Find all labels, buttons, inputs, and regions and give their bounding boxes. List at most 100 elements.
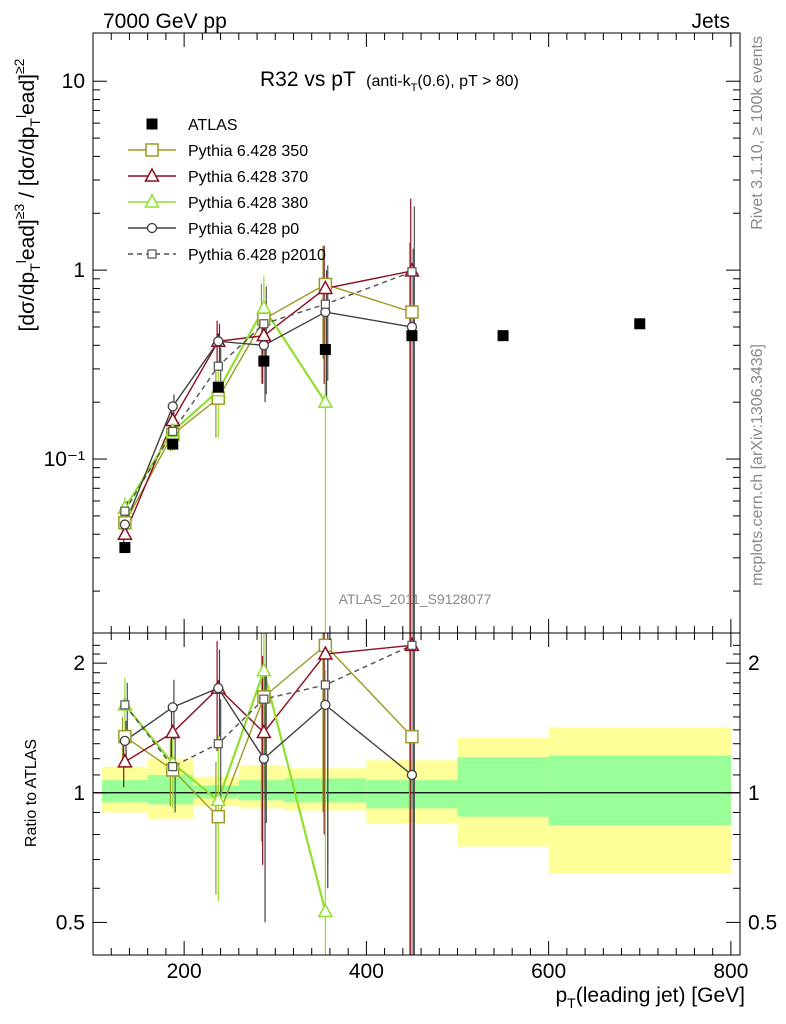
ratio-y-tick-label: 0.5	[56, 911, 85, 934]
point-p370	[317, 279, 334, 295]
header-left: 7000 GeV pp	[103, 10, 227, 33]
plot-title: R32 vs pT (anti-kT(0.6), pT > 80)	[260, 68, 519, 94]
ratio-point-p370	[117, 753, 133, 768]
point-atlas	[319, 344, 331, 356]
ratio-y-tick-label: 1	[73, 782, 85, 805]
point-p350	[405, 305, 419, 319]
ratio-point-p0	[213, 682, 224, 694]
point-atlas	[497, 330, 509, 342]
band-inner	[366, 780, 458, 809]
legend-label: ATLAS	[188, 117, 238, 134]
ratio-point-p370	[164, 723, 181, 739]
point-p370	[117, 525, 133, 540]
ratio-y-tick-label-right: 0.5	[748, 911, 777, 934]
point-p370	[256, 327, 272, 342]
analysis-id: ATLAS_2011_S9128077	[339, 591, 492, 607]
series-line-p2010	[124, 271, 413, 512]
ratio-point-p380	[256, 662, 272, 677]
legend-marker	[147, 249, 157, 259]
point-p0	[167, 401, 178, 412]
ratio-point-p370	[317, 645, 334, 660]
point-p2010	[320, 299, 330, 309]
ratio-y-tick-label: 2	[73, 652, 85, 675]
ratio-panel: 0.5 0.5 1 1 2 2 200 400 600 800	[56, 632, 777, 983]
band-inner	[548, 755, 731, 826]
header-right: Jets	[691, 10, 730, 33]
ratio-point-p0	[406, 769, 418, 781]
legend: ATLAS Pythia 6.428 350 Pythia 6.428 370 Pyt…	[128, 117, 326, 264]
ratio-point-p380	[317, 902, 334, 918]
x-tick-label: 600	[531, 960, 566, 983]
legend-label: Pythia 6.428 p0	[188, 221, 299, 238]
main-panel: 10⁻¹ 1 10	[44, 32, 741, 634]
ratio-line-p2010	[124, 644, 413, 768]
ratio-point-p2010	[320, 680, 330, 690]
ratio-point-p0	[258, 753, 270, 764]
point-p2010	[407, 267, 417, 277]
legend-label: Pythia 6.428 p2010	[188, 247, 326, 264]
ratio-line-p350	[124, 644, 413, 818]
ratio-frame	[92, 632, 741, 956]
point-atlas	[406, 330, 418, 342]
point-p0	[258, 340, 270, 351]
y-tick-label: 10	[62, 70, 85, 93]
point-p0	[213, 336, 224, 347]
ratio-point-p2010	[120, 700, 130, 710]
main-ylabel: [dσ/dpTlead]≥3 / [dσ/dpTlead]≥2	[11, 58, 43, 331]
ratio-y-tick-label-right: 2	[748, 652, 760, 675]
ratio-point-p2010	[407, 640, 417, 650]
ratio-point-p2010	[259, 694, 269, 704]
point-atlas	[167, 438, 179, 450]
legend-marker	[144, 193, 160, 208]
series-line-p370	[124, 270, 413, 535]
legend-label: Pythia 6.428 350	[188, 143, 308, 160]
series-line-p0	[124, 311, 413, 525]
x-tick-label: 400	[349, 960, 384, 983]
ratio-line-p370	[124, 644, 413, 763]
legend-label: Pythia 6.428 370	[188, 169, 308, 186]
point-p0	[320, 306, 331, 318]
point-p0	[119, 519, 131, 530]
band-inner	[102, 780, 148, 803]
title-sub-a: (anti-k	[366, 73, 411, 90]
ratio-point-p2010	[213, 739, 223, 749]
ratio-point-p0	[167, 702, 178, 713]
ratio-point-p350	[211, 809, 226, 824]
series-line-p380	[123, 305, 327, 509]
series-line-p350	[124, 283, 413, 524]
point-p380	[256, 299, 272, 314]
point-p2010	[259, 319, 269, 329]
title-sub-b: T	[411, 82, 418, 94]
legend-marker	[144, 167, 160, 182]
point-atlas	[119, 542, 131, 554]
ratio-point-p2010	[168, 762, 178, 772]
point-atlas	[258, 355, 270, 367]
ratio-point-p350	[405, 729, 419, 744]
ratio-point-p380	[210, 791, 227, 807]
title-sub-c: (0.6), pT > 80)	[417, 73, 519, 90]
legend-marker	[146, 222, 158, 234]
ratio-point-p370	[256, 723, 272, 739]
point-p2010	[120, 506, 130, 516]
ratio-y-tick-label-right: 1	[748, 782, 760, 805]
ratio-point-p0	[119, 735, 131, 747]
title-main: R32 vs pT	[260, 68, 356, 91]
mcplots-label: mcplots.cern.ch [arXiv:1306.3436]	[749, 344, 766, 586]
point-p2010	[213, 361, 223, 371]
x-tick-label: 200	[167, 960, 202, 983]
band-inner	[457, 757, 549, 817]
ratio-line-p0	[124, 687, 413, 776]
point-atlas	[634, 318, 646, 330]
ratio-ylabel: Ratio to ATLAS	[23, 739, 40, 847]
legend-label: Pythia 6.428 380	[188, 195, 308, 212]
legend-marker	[145, 143, 159, 157]
legend-marker	[146, 118, 158, 130]
y-tick-label: 1	[73, 259, 85, 282]
point-atlas	[212, 381, 224, 393]
point-p380	[317, 393, 334, 408]
y-tick-label: 10⁻¹	[44, 448, 85, 471]
x-axis-label: pT(leading jet) [GeV]	[555, 984, 745, 1011]
rivet-version-label: Rivet 3.1.10, ≥ 100k events	[749, 36, 766, 230]
ratio-point-p0	[320, 699, 331, 711]
